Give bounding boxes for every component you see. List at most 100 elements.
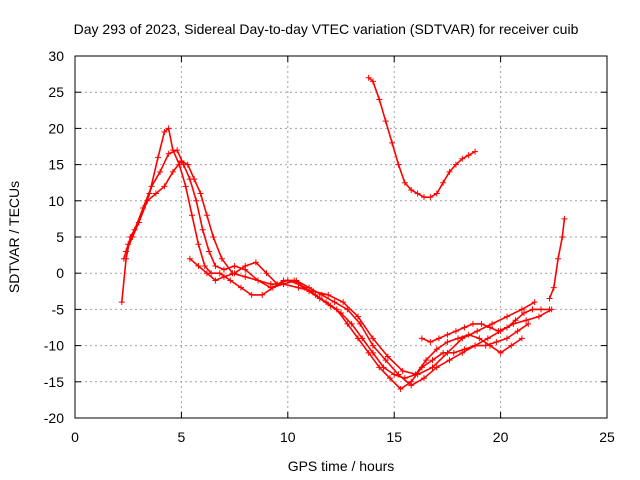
series-line	[367, 76, 476, 198]
grid	[75, 56, 607, 418]
data-point	[476, 335, 483, 342]
data-point	[306, 288, 313, 295]
data-point	[355, 313, 362, 320]
data-point	[242, 273, 249, 280]
series-track-5	[418, 306, 553, 345]
data-point	[129, 234, 136, 240]
data-point	[427, 194, 434, 201]
data-point	[408, 186, 415, 193]
data-point	[555, 255, 562, 262]
x-axis-label: GPS time / hours	[288, 458, 395, 474]
data-point	[474, 328, 481, 335]
data-point	[459, 349, 466, 356]
data-point	[395, 161, 402, 168]
data-point	[418, 335, 425, 342]
data-point	[486, 342, 493, 349]
series-line	[421, 308, 551, 343]
data-point	[495, 328, 502, 335]
data-point	[295, 281, 302, 288]
data-point	[535, 313, 542, 320]
data-point	[135, 219, 142, 226]
x-tick-label: 25	[599, 429, 615, 445]
data-point	[157, 168, 164, 175]
data-point	[484, 335, 491, 342]
y-tick-label: 10	[48, 193, 64, 209]
data-point	[274, 281, 281, 288]
data-point	[450, 349, 457, 356]
data-point	[369, 342, 376, 349]
data-point	[376, 96, 383, 103]
data-point	[220, 266, 227, 273]
data-point	[465, 331, 472, 338]
data-point	[399, 367, 406, 374]
data-point	[284, 277, 291, 284]
data-point	[559, 234, 566, 240]
data-point	[359, 335, 366, 342]
data-point	[489, 320, 496, 327]
data-point	[338, 310, 344, 317]
data-point	[427, 338, 434, 345]
data-point	[461, 324, 468, 331]
data-point	[497, 349, 504, 356]
data-point	[493, 338, 500, 345]
data-point	[503, 324, 510, 331]
data-point	[420, 194, 427, 201]
data-point	[184, 161, 191, 168]
data-point	[412, 371, 419, 378]
data-point	[195, 241, 202, 248]
data-point	[512, 317, 519, 324]
data-point	[429, 364, 436, 371]
data-point	[203, 212, 210, 219]
x-tick-label: 15	[386, 429, 402, 445]
data-point	[514, 328, 521, 335]
data-point	[161, 183, 168, 190]
data-point	[369, 335, 376, 342]
data-point	[401, 375, 408, 382]
data-point	[369, 349, 376, 356]
data-point	[389, 139, 396, 146]
data-point	[191, 176, 198, 183]
series-track-2	[120, 147, 555, 389]
data-point	[165, 125, 172, 132]
data-point	[218, 255, 225, 262]
data-point	[212, 277, 219, 284]
data-point	[152, 190, 159, 197]
data-point	[212, 262, 219, 269]
data-point	[237, 284, 244, 291]
y-tick-label: -10	[44, 338, 64, 354]
data-point	[174, 147, 181, 154]
data-point	[384, 353, 391, 360]
data-point	[182, 183, 189, 190]
data-point	[433, 190, 440, 197]
data-point	[478, 320, 485, 327]
x-tick-label: 0	[71, 429, 79, 445]
data-point	[369, 78, 376, 85]
data-point	[169, 168, 176, 175]
data-point	[469, 320, 476, 327]
data-point	[365, 74, 372, 81]
series-track-4	[186, 255, 525, 382]
data-point	[414, 190, 421, 197]
data-point	[165, 150, 172, 157]
data-point	[503, 335, 510, 342]
data-point	[429, 357, 436, 364]
data-point	[154, 154, 161, 161]
data-point	[380, 364, 387, 371]
data-point	[386, 375, 393, 382]
data-series	[118, 74, 568, 393]
data-point	[472, 148, 479, 155]
data-point	[455, 335, 462, 342]
data-point	[433, 346, 440, 353]
data-point	[518, 306, 525, 313]
data-point	[446, 357, 453, 364]
data-point	[550, 284, 557, 291]
series-line	[123, 149, 553, 387]
data-point	[255, 277, 262, 284]
data-point	[144, 197, 151, 204]
data-point	[546, 306, 553, 313]
data-point	[459, 155, 466, 162]
data-point	[193, 197, 200, 204]
data-point	[206, 248, 213, 255]
data-point	[201, 262, 208, 269]
data-point	[435, 335, 442, 342]
